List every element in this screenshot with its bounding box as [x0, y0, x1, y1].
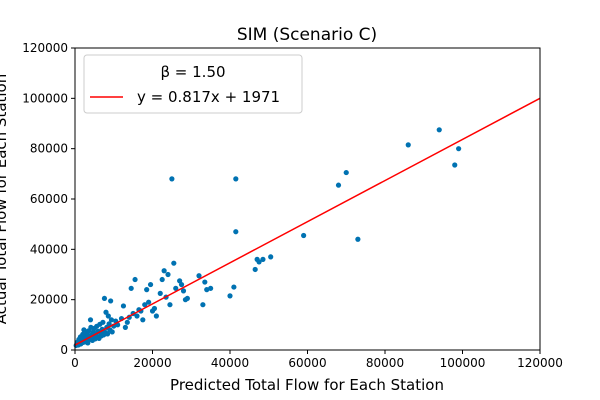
- y-tick-label: 80000: [30, 142, 68, 156]
- data-point: [355, 236, 361, 242]
- data-point: [122, 324, 128, 330]
- data-point: [103, 309, 109, 315]
- data-point: [132, 276, 138, 283]
- data-point: [196, 273, 202, 279]
- y-tick-label: 120000: [22, 41, 68, 55]
- x-axis-label: Predicted Total Flow for Each Station: [170, 376, 444, 394]
- data-point: [109, 329, 115, 335]
- x-axis-ticks: 0 20000 40000 60000 80000 100000 120000: [71, 350, 563, 370]
- data-point: [87, 317, 94, 323]
- data-point: [405, 142, 411, 148]
- x-tick-label: 120000: [517, 356, 563, 370]
- data-point: [171, 260, 177, 266]
- data-point: [208, 285, 214, 291]
- data-point: [140, 317, 146, 323]
- data-point: [159, 276, 165, 283]
- data-point: [165, 271, 171, 278]
- data-point: [233, 229, 239, 235]
- fit-line: [74, 97, 541, 346]
- data-point: [101, 295, 108, 302]
- data-point: [134, 313, 140, 319]
- fit-line-layer: [74, 97, 541, 346]
- data-point: [252, 266, 258, 273]
- data-point: [178, 281, 185, 288]
- data-point: [343, 169, 349, 176]
- data-point: [180, 288, 187, 294]
- data-point: [142, 302, 148, 308]
- data-point: [108, 298, 114, 304]
- chart-title: SIM (Scenario C): [237, 25, 377, 45]
- legend-box: [83, 54, 303, 114]
- data-point: [151, 305, 158, 312]
- data-point: [146, 299, 152, 305]
- data-point: [100, 319, 106, 325]
- data-point: [233, 176, 239, 182]
- x-tick-label: 80000: [366, 356, 404, 370]
- y-axis-label: Actual Total Flow for Each Station: [0, 74, 10, 324]
- x-tick-label: 40000: [211, 356, 249, 370]
- y-tick-label: 20000: [30, 293, 68, 307]
- data-point: [144, 287, 150, 293]
- data-point: [128, 285, 134, 291]
- legend: β = 1.50 y = 0.817x + 1971: [83, 54, 303, 114]
- data-point: [335, 182, 342, 188]
- data-point: [452, 162, 458, 168]
- data-point: [147, 281, 154, 288]
- data-point: [231, 284, 237, 290]
- x-tick-label: 60000: [288, 356, 326, 370]
- data-point: [81, 327, 87, 333]
- data-point: [169, 176, 175, 182]
- data-point: [105, 313, 111, 319]
- y-axis-ticks: 0 20000 40000 60000 80000 100000 120000: [22, 41, 75, 357]
- data-point: [200, 302, 206, 308]
- data-point: [108, 317, 115, 323]
- data-point: [124, 319, 130, 325]
- x-tick-label: 100000: [440, 356, 486, 370]
- data-point: [120, 303, 127, 309]
- data-point: [173, 285, 179, 291]
- data-point: [301, 232, 307, 239]
- data-point: [268, 254, 274, 260]
- data-point: [184, 295, 190, 302]
- data-point: [161, 268, 167, 274]
- data-point: [256, 259, 262, 265]
- data-point: [456, 146, 462, 152]
- data-point: [227, 293, 233, 299]
- data-point: [202, 279, 208, 285]
- x-tick-label: 0: [71, 356, 79, 370]
- data-point: [260, 256, 266, 262]
- legend-entry-fit: y = 0.817x + 1971: [137, 88, 280, 106]
- y-tick-label: 60000: [30, 192, 68, 206]
- legend-title: β = 1.50: [160, 63, 225, 81]
- y-tick-label: 100000: [22, 91, 68, 105]
- data-point: [167, 302, 173, 308]
- data-point: [106, 321, 112, 327]
- data-point: [157, 290, 163, 296]
- data-point: [104, 331, 111, 337]
- x-tick-label: 20000: [133, 356, 171, 370]
- data-point: [436, 127, 442, 133]
- y-tick-label: 40000: [30, 242, 68, 256]
- y-tick-label: 0: [60, 343, 68, 357]
- data-point: [153, 313, 159, 319]
